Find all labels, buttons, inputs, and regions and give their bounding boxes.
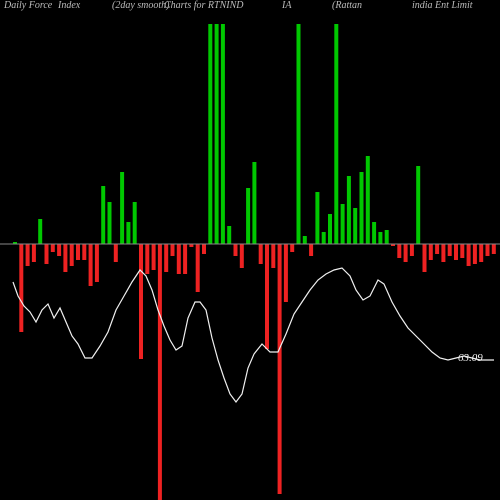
bar bbox=[360, 172, 364, 244]
bar bbox=[171, 244, 175, 256]
bar bbox=[372, 222, 376, 244]
bar bbox=[101, 186, 105, 244]
bar bbox=[259, 244, 263, 264]
bar bbox=[32, 244, 36, 262]
bar bbox=[303, 236, 307, 244]
bar bbox=[297, 24, 301, 244]
bar bbox=[227, 226, 231, 244]
bar bbox=[108, 202, 112, 244]
bar bbox=[473, 244, 477, 264]
bar bbox=[353, 208, 357, 244]
bar bbox=[486, 244, 490, 256]
bar bbox=[416, 166, 420, 244]
bar bbox=[378, 232, 382, 244]
bar bbox=[334, 24, 338, 244]
bar bbox=[139, 244, 143, 359]
bar bbox=[460, 244, 464, 258]
bar bbox=[290, 244, 294, 252]
bar bbox=[234, 244, 238, 256]
bar bbox=[70, 244, 74, 266]
bar bbox=[265, 244, 269, 349]
bar bbox=[63, 244, 67, 272]
bar bbox=[328, 214, 332, 244]
bar bbox=[38, 219, 42, 244]
bar bbox=[196, 244, 200, 292]
bar bbox=[454, 244, 458, 260]
bar bbox=[309, 244, 313, 256]
bar bbox=[215, 24, 219, 244]
bar bbox=[133, 202, 137, 244]
bar bbox=[221, 24, 225, 244]
bar bbox=[208, 24, 212, 244]
bar bbox=[435, 244, 439, 254]
bar bbox=[114, 244, 118, 262]
bar bbox=[164, 244, 168, 272]
bar bbox=[45, 244, 49, 264]
bar bbox=[271, 244, 275, 268]
bar bbox=[492, 244, 496, 254]
bar bbox=[145, 244, 149, 274]
bar bbox=[76, 244, 80, 260]
bar bbox=[429, 244, 433, 260]
bar bbox=[410, 244, 414, 256]
bar bbox=[284, 244, 288, 302]
bar bbox=[95, 244, 99, 282]
bar bbox=[158, 244, 162, 500]
bar bbox=[322, 232, 326, 244]
bar bbox=[240, 244, 244, 268]
price-line bbox=[13, 268, 494, 402]
bar bbox=[177, 244, 181, 274]
bar bbox=[202, 244, 206, 254]
bar bbox=[82, 244, 86, 260]
bar bbox=[252, 162, 256, 244]
price-label: 63.09 bbox=[458, 352, 483, 364]
bar bbox=[126, 222, 130, 244]
bar bbox=[479, 244, 483, 262]
force-index-chart bbox=[0, 0, 500, 500]
bar bbox=[19, 244, 23, 332]
bar bbox=[183, 244, 187, 274]
bar bbox=[278, 244, 282, 494]
bar bbox=[385, 230, 389, 244]
bar bbox=[441, 244, 445, 262]
bar bbox=[404, 244, 408, 262]
bar bbox=[423, 244, 427, 272]
bar bbox=[51, 244, 55, 252]
bar bbox=[341, 204, 345, 244]
bar bbox=[366, 156, 370, 244]
bar bbox=[397, 244, 401, 258]
bar bbox=[315, 192, 319, 244]
bar bbox=[448, 244, 452, 256]
bar bbox=[347, 176, 351, 244]
bars-group bbox=[13, 24, 496, 500]
bar bbox=[152, 244, 156, 270]
bar bbox=[89, 244, 93, 286]
bar bbox=[26, 244, 30, 266]
bar bbox=[246, 188, 250, 244]
bar bbox=[57, 244, 61, 256]
bar bbox=[120, 172, 124, 244]
bar bbox=[467, 244, 471, 266]
